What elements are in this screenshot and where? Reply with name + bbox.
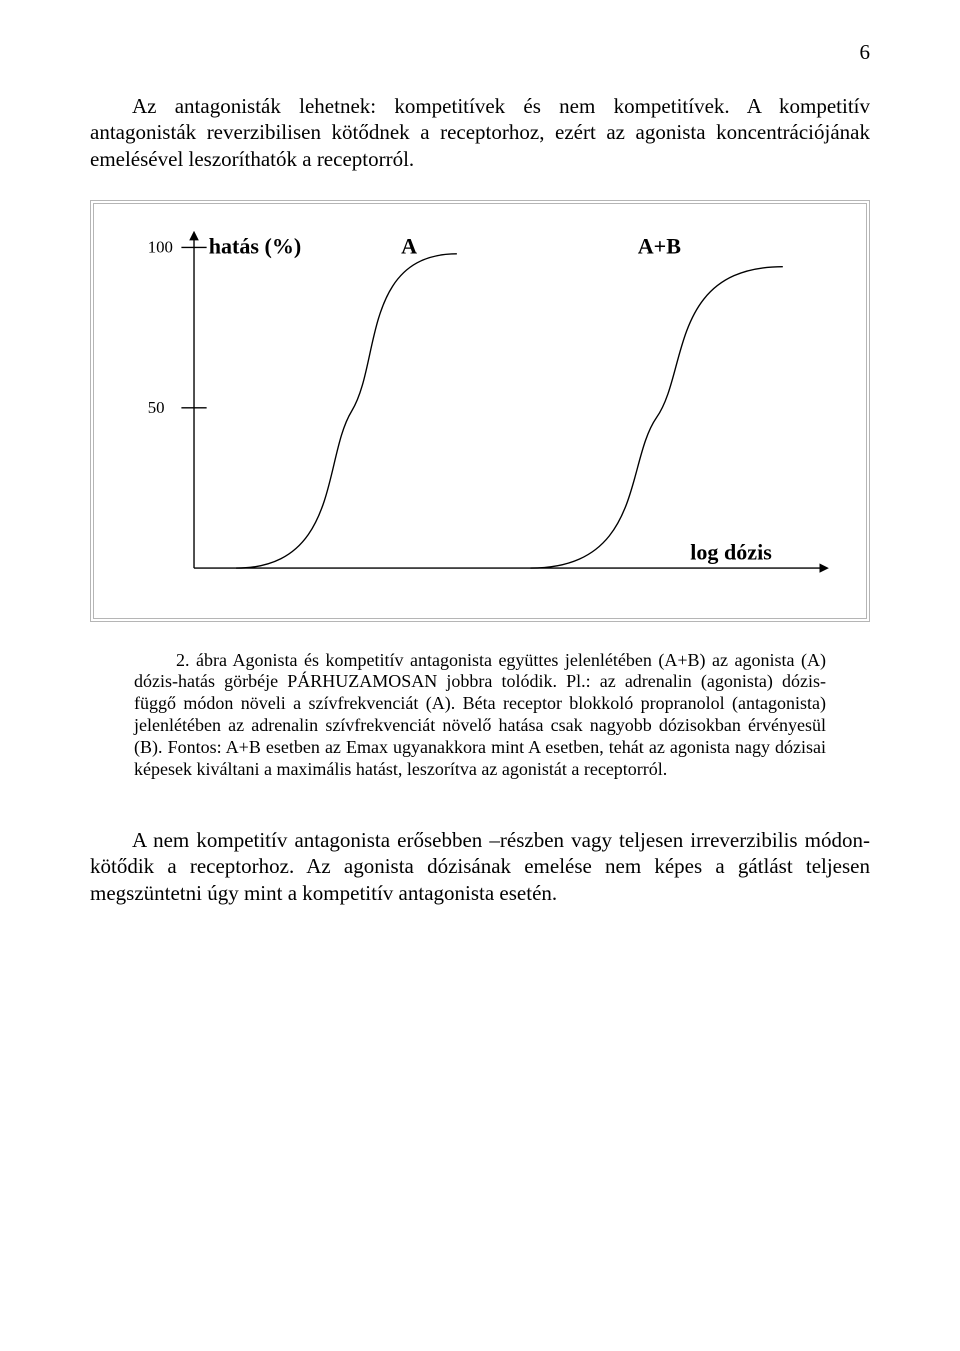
page-number: 6 [90,40,870,65]
svg-text:A+B: A+B [638,233,682,258]
svg-text:log dózis: log dózis [690,539,772,564]
svg-text:A: A [401,233,417,258]
dose-response-chart-frame: 100 50 hatás (%) A A+B log dózis [90,200,870,622]
figure-2-caption: 2. ábra Agonista és kompetitív antagonis… [134,650,826,782]
svg-text:100: 100 [148,237,173,256]
paragraph-1: Az antagonisták lehetnek: kompetitívek é… [90,93,870,172]
svg-text:hatás (%): hatás (%) [209,233,302,258]
dose-response-chart: 100 50 hatás (%) A A+B log dózis [112,218,848,602]
paragraph-2: A nem kompetitív antagonista erősebben –… [90,827,870,906]
svg-text:50: 50 [148,398,165,417]
